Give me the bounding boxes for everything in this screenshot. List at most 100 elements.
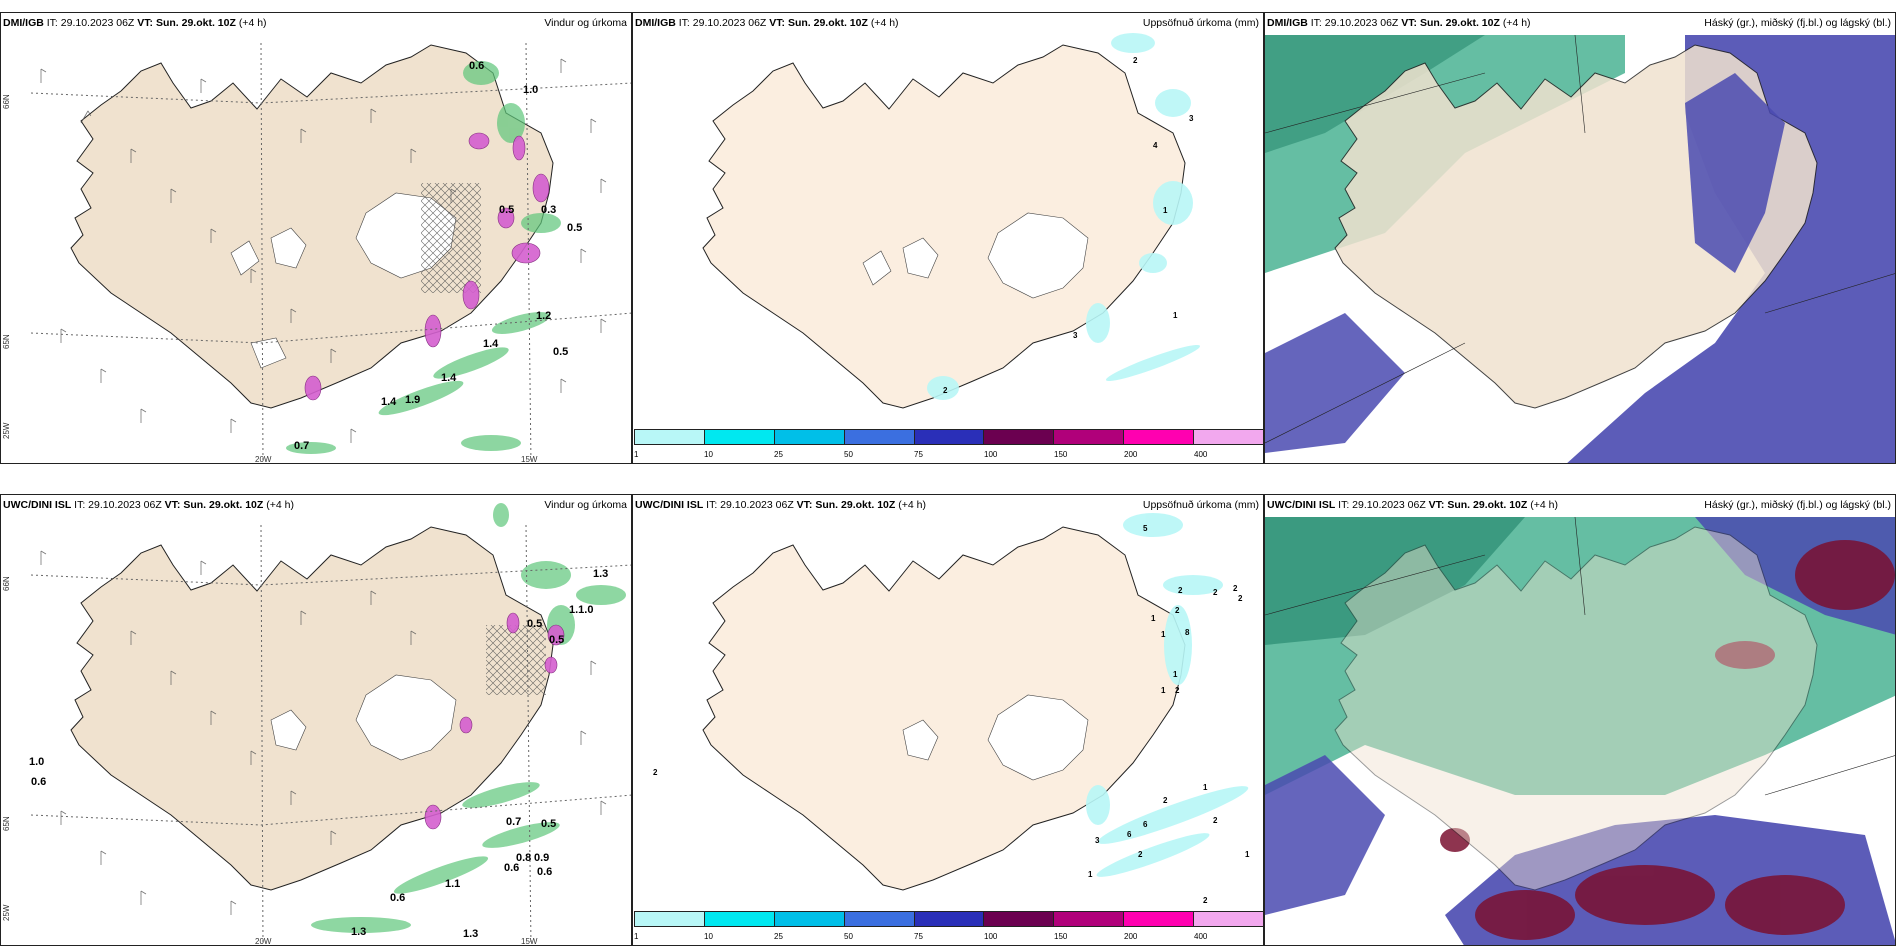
svg-text:1.4: 1.4 xyxy=(483,338,499,350)
panel-wind-precip-dmi: DMI/IGB IT: 29.10.2023 06Z VT: Sun. 29.o… xyxy=(0,12,632,464)
svg-text:20W: 20W xyxy=(255,455,272,464)
precip-legend-bar xyxy=(634,911,1263,927)
map-wind-precip: 0.6 1.0 0.5 0.3 0.5 1.2 1.4 0.5 1.4 1.9 … xyxy=(2,42,631,464)
svg-text:1.1: 1.1 xyxy=(445,878,460,890)
svg-text:0.9: 0.9 xyxy=(534,852,549,864)
legend-swatch xyxy=(704,912,775,926)
svg-text:0.3: 0.3 xyxy=(541,204,556,216)
svg-text:2: 2 xyxy=(1233,584,1238,593)
panel-header: DMI/IGB IT: 29.10.2023 06Z VT: Sun. 29.o… xyxy=(1267,17,1531,29)
svg-text:1: 1 xyxy=(1161,686,1166,695)
map-clouds xyxy=(1265,34,1895,463)
legend-swatch xyxy=(1124,430,1195,444)
legend-swatch xyxy=(1054,430,1125,444)
svg-text:1: 1 xyxy=(1245,850,1250,859)
svg-text:1.0: 1.0 xyxy=(29,756,44,768)
accum-cyan-areas xyxy=(927,33,1201,400)
legend-swatch xyxy=(774,912,845,926)
svg-text:2: 2 xyxy=(1203,896,1208,905)
svg-text:1.4: 1.4 xyxy=(381,396,397,408)
panel-title: Háský (gr.), miðský (fj.bl.) og lágský (… xyxy=(1704,499,1891,511)
svg-text:25W: 25W xyxy=(2,422,11,439)
svg-text:1.3: 1.3 xyxy=(351,926,366,938)
svg-text:1: 1 xyxy=(1203,783,1208,792)
panel-header: UWC/DINI ISL IT: 29.10.2023 06Z VT: Sun.… xyxy=(1267,499,1558,511)
map-accum-precip: 2 3 4 1 1 3 2 xyxy=(702,33,1201,409)
legend-swatch xyxy=(704,430,775,444)
svg-text:15W: 15W xyxy=(521,937,538,946)
panel-wind-precip-uwc: UWC/DINI ISL IT: 29.10.2023 06Z VT: Sun.… xyxy=(0,494,632,946)
panel-header: DMI/IGB IT: 29.10.2023 06Z VT: Sun. 29.o… xyxy=(3,17,267,29)
svg-text:2: 2 xyxy=(1138,850,1143,859)
panel-clouds-uwc: UWC/DINI ISL IT: 29.10.2023 06Z VT: Sun.… xyxy=(1264,494,1896,946)
svg-text:1.9: 1.9 xyxy=(405,394,420,406)
svg-text:2: 2 xyxy=(1238,594,1243,603)
legend-swatch xyxy=(1124,912,1195,926)
svg-text:1.3: 1.3 xyxy=(593,568,608,580)
svg-text:25W: 25W xyxy=(2,904,11,921)
panel-header: UWC/DINI ISL IT: 29.10.2023 06Z VT: Sun.… xyxy=(635,499,926,511)
svg-text:1: 1 xyxy=(1173,311,1178,320)
map-wind-precip: 1.3 0.5 1.1.0 0.5 1.0 0.6 0.7 0.5 0.8 0.… xyxy=(2,503,631,946)
svg-text:66N: 66N xyxy=(2,94,11,109)
svg-text:3: 3 xyxy=(1073,331,1078,340)
panel-title: Uppsöfnuð úrkoma (mm) xyxy=(1142,17,1259,29)
svg-text:0.5: 0.5 xyxy=(567,222,582,234)
svg-text:2: 2 xyxy=(1213,588,1218,597)
svg-text:1: 1 xyxy=(1151,614,1156,623)
svg-text:2: 2 xyxy=(1133,56,1138,65)
svg-text:0.6: 0.6 xyxy=(504,862,519,874)
svg-text:2: 2 xyxy=(653,768,658,777)
svg-text:0.5: 0.5 xyxy=(527,618,542,630)
legend-swatch xyxy=(844,430,915,444)
legend-swatch xyxy=(914,912,985,926)
legend-swatch xyxy=(914,430,985,444)
legend-swatch xyxy=(635,912,705,926)
svg-text:2: 2 xyxy=(943,386,948,395)
svg-text:0.7: 0.7 xyxy=(294,440,309,452)
svg-text:2: 2 xyxy=(1175,606,1180,615)
panel-accum-precip-dmi: DMI/IGB IT: 29.10.2023 06Z VT: Sun. 29.o… xyxy=(632,12,1264,464)
map-clouds xyxy=(1265,516,1895,945)
panel-title: Uppsöfnuð úrkoma (mm) xyxy=(1142,499,1259,511)
panel-header: UWC/DINI ISL IT: 29.10.2023 06Z VT: Sun.… xyxy=(3,499,294,511)
legend-swatch xyxy=(844,912,915,926)
svg-text:0.7: 0.7 xyxy=(506,816,521,828)
panel-title: Vindur og úrkoma xyxy=(544,499,627,511)
legend-swatch xyxy=(774,430,845,444)
svg-text:1: 1 xyxy=(1088,870,1093,879)
svg-text:0.8: 0.8 xyxy=(516,852,531,864)
svg-text:65N: 65N xyxy=(2,334,11,349)
svg-text:0.6: 0.6 xyxy=(469,60,484,72)
legend-swatch xyxy=(1194,912,1263,926)
legend-swatch xyxy=(1194,430,1263,444)
svg-text:65N: 65N xyxy=(2,816,11,831)
svg-text:1.4: 1.4 xyxy=(441,372,457,384)
svg-text:0.5: 0.5 xyxy=(499,204,514,216)
svg-text:3: 3 xyxy=(1189,114,1194,123)
legend-swatch xyxy=(635,430,705,444)
svg-text:0.6: 0.6 xyxy=(31,776,46,788)
svg-text:1.0: 1.0 xyxy=(523,84,538,96)
panel-header: DMI/IGB IT: 29.10.2023 06Z VT: Sun. 29.o… xyxy=(635,17,899,29)
glacier-langjokull xyxy=(270,227,307,269)
legend-swatch xyxy=(984,912,1055,926)
svg-text:5: 5 xyxy=(1143,524,1148,533)
svg-text:0.6: 0.6 xyxy=(390,892,405,904)
svg-text:8: 8 xyxy=(1185,628,1190,637)
svg-text:1: 1 xyxy=(1161,630,1166,639)
map-accum-precip: 5 2 2 2 2 1 8 1 1 2 2 1 2 1 2 6 3 6 2 1 … xyxy=(653,513,1250,905)
svg-text:15W: 15W xyxy=(521,455,538,464)
svg-text:1: 1 xyxy=(1173,670,1178,679)
svg-text:0.6: 0.6 xyxy=(537,866,552,878)
svg-text:66N: 66N xyxy=(2,576,11,591)
panel-title: Vindur og úrkoma xyxy=(544,17,627,29)
precip-green-areas xyxy=(286,61,561,454)
svg-text:4: 4 xyxy=(1153,141,1158,150)
snow-magenta-areas xyxy=(304,132,550,401)
panel-accum-precip-uwc: UWC/DINI ISL IT: 29.10.2023 06Z VT: Sun.… xyxy=(632,494,1264,946)
svg-text:6: 6 xyxy=(1143,820,1148,829)
svg-text:2: 2 xyxy=(1175,686,1180,695)
svg-text:2: 2 xyxy=(1163,796,1168,805)
svg-text:1.2: 1.2 xyxy=(536,310,551,322)
